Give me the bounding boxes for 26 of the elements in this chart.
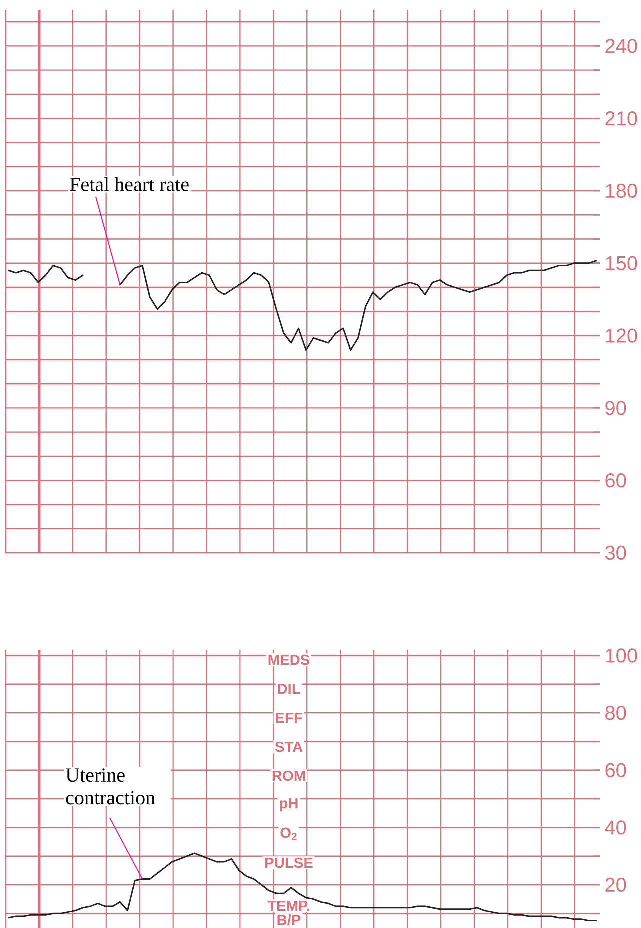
annotation: pH xyxy=(280,798,298,812)
annotation: PULSE xyxy=(266,858,313,868)
annotation: Uterine contraction xyxy=(66,768,156,805)
y-tick-label: 180 xyxy=(606,184,638,198)
y-tick-label: 20 xyxy=(606,878,626,892)
annotation: ROM xyxy=(272,770,306,782)
annotation: STA xyxy=(275,742,303,752)
annotation: B/P xyxy=(278,914,301,926)
y-tick-label: 60 xyxy=(606,474,626,488)
y-tick-label: 30 xyxy=(605,546,626,560)
annotation: Fetal heart rate xyxy=(70,177,189,192)
y-tick-label: 120 xyxy=(606,328,638,343)
y-tick-label: 80 xyxy=(606,706,626,720)
y-tick-label: 90 xyxy=(606,401,626,416)
annotation: EFF xyxy=(276,712,302,724)
y-tick-label: 100 xyxy=(606,648,638,663)
y-tick-label: 210 xyxy=(606,112,638,126)
y-tick-label: 40 xyxy=(605,820,626,835)
annotation: O$_{2}$ xyxy=(280,828,297,840)
y-tick-label: 240 xyxy=(606,39,638,54)
line-series xyxy=(8,265,84,284)
annotation: DIL xyxy=(278,684,300,694)
y-tick-label: 60 xyxy=(606,763,626,778)
y-tick-label: 150 xyxy=(606,256,638,270)
annotation: MEDS xyxy=(268,654,310,666)
annotation: TEMP. xyxy=(268,900,310,912)
